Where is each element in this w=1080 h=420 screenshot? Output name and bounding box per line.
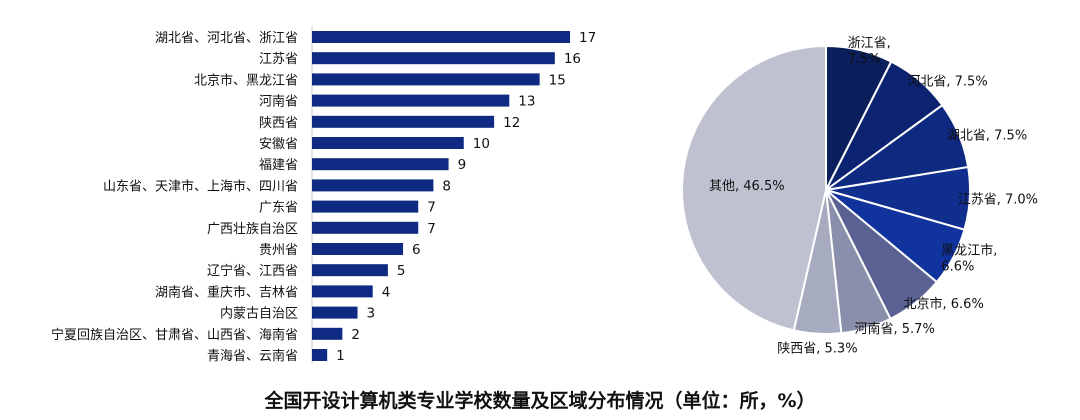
bar-category-label: 北京市、黑龙江省 (194, 72, 298, 88)
pie-slice (681, 44, 827, 332)
pie-chart: 浙江省, 7.5% 河北省, 7.5% 湖北省, 7.5% 江苏省, 7.0% 黑龙江市,… (681, 36, 1038, 357)
bar-value-label: 16 (564, 51, 581, 67)
bar-value-label: 3 (367, 306, 376, 322)
bar-value-label: 12 (503, 115, 520, 131)
bar-value-label: 1 (336, 348, 345, 364)
bar-value-label: 7 (427, 221, 436, 237)
pie-slice-label: 陕西省, 5.3% (777, 342, 857, 357)
bar-value-label: 2 (351, 327, 360, 343)
bar (312, 115, 495, 128)
pie-slice-label: 黑龙江市, 6.6% (941, 242, 997, 274)
bar-category-label: 福建省 (259, 158, 298, 173)
bar (312, 158, 449, 171)
bar-category-label: 广西壮族自治区 (207, 221, 298, 237)
bar-category-label: 江苏省 (259, 51, 298, 67)
bar-category-label: 内蒙古自治区 (220, 306, 298, 322)
pie-slice-label: 湖北省, 7.5% (947, 129, 1027, 144)
bar-category-label: 河南省 (259, 94, 298, 110)
bar-category-label: 安徽省 (259, 137, 298, 152)
bar-value-label: 15 (549, 72, 566, 88)
bar (312, 179, 434, 192)
bar (312, 264, 388, 277)
chart-caption: 全国开设计算机类专业学校数量及区域分布情况（单位：所，%） (264, 390, 816, 412)
bar-category-label: 贵州省 (259, 243, 298, 258)
bar-value-label: 4 (382, 284, 391, 300)
bar-category-label: 山东省、天津市、上海市、四川省 (103, 178, 298, 194)
pie-slice-label: 浙江省, 7.5% (848, 36, 891, 67)
bar (312, 200, 419, 213)
bar (312, 243, 404, 255)
bar-category-label: 湖北省、河北省、浙江省 (155, 31, 298, 46)
bar-value-label: 7 (427, 200, 436, 216)
bar-category-label: 陕西省 (259, 116, 298, 131)
bar (312, 306, 358, 319)
bar (312, 221, 419, 234)
bar-value-label: 13 (518, 94, 535, 110)
bar-category-label: 宁夏回族自治区、甘肃省、山西省、海南省 (51, 327, 298, 343)
bar-category-label: 湖南省、重庆市、吉林省 (155, 284, 298, 300)
bar-value-label: 17 (579, 30, 596, 46)
bar (312, 31, 570, 43)
bar-value-label: 8 (442, 178, 451, 194)
pie-slice-label: 江苏省, 7.0% (958, 192, 1038, 208)
pie-slice-label: 其他, 46.5% (709, 179, 785, 194)
bar-value-label: 10 (473, 136, 490, 152)
bar-category-label: 青海省、云南省 (207, 348, 298, 364)
pie-slice-label: 河南省, 5.7% (855, 321, 935, 337)
pie-slice-label: 河北省, 7.5% (907, 74, 987, 89)
bar (312, 349, 328, 361)
bar (312, 52, 555, 65)
bar-category-label: 广东省 (259, 201, 298, 216)
bar (312, 137, 464, 149)
pie-slice-label: 北京市, 6.6% (904, 296, 984, 312)
bar (312, 73, 540, 86)
bar (312, 94, 510, 107)
bar (312, 285, 373, 298)
bar-category-label: 辽宁省、江西省 (207, 263, 298, 279)
bar-value-label: 5 (397, 263, 406, 279)
bar-value-label: 9 (458, 157, 467, 173)
bar (312, 327, 343, 340)
bar-value-label: 6 (412, 242, 421, 258)
